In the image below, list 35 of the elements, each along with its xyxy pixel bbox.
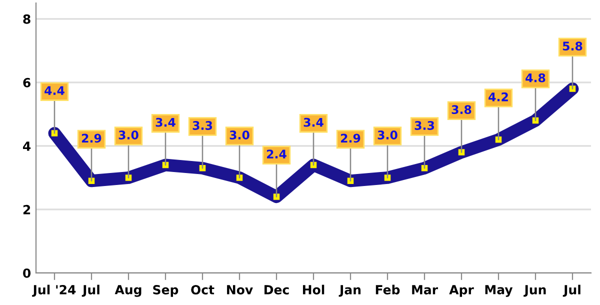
data-label: 3.4 bbox=[156, 118, 176, 127]
x-tick-label: Jan bbox=[338, 285, 361, 297]
x-tick-label: Hol bbox=[302, 284, 324, 294]
data-label: 3.0 bbox=[378, 130, 398, 140]
y-tick-label: 8 bbox=[23, 14, 30, 24]
data-label: 3.8 bbox=[452, 105, 472, 114]
x-tick-label: Oct bbox=[191, 285, 214, 294]
x-tick-label: May bbox=[485, 285, 513, 297]
x-tick-label: Jul bbox=[82, 284, 100, 297]
data-label: 3.3 bbox=[192, 121, 212, 130]
x-tick-label: Jun bbox=[524, 285, 546, 297]
y-tick-label: 0 bbox=[23, 268, 31, 278]
x-tick-label: Sep bbox=[153, 285, 178, 297]
x-tick-label: Nov bbox=[227, 285, 253, 294]
data-label: 2.4 bbox=[266, 150, 286, 158]
y-tick-label: 4 bbox=[23, 142, 31, 151]
y-tick-label: 2 bbox=[23, 204, 30, 214]
data-label: 5.8 bbox=[562, 42, 582, 51]
x-tick-label: Mar bbox=[412, 285, 438, 294]
x-tick-label: Dec bbox=[264, 285, 289, 294]
data-label: 2.9 bbox=[340, 134, 360, 143]
y-tick-label: 6 bbox=[23, 78, 30, 88]
data-label: 2.9 bbox=[82, 134, 102, 143]
x-tick-label: Jul '24 bbox=[32, 284, 76, 297]
data-label: 3.4 bbox=[304, 118, 324, 127]
data-label: 3.0 bbox=[230, 130, 250, 140]
data-label: 3.3 bbox=[414, 121, 434, 130]
data-label: 4.2 bbox=[488, 92, 508, 102]
x-tick-label: Apr bbox=[449, 285, 474, 297]
data-label: 3.0 bbox=[118, 130, 138, 140]
x-tick-label: Aug bbox=[114, 285, 142, 297]
data-label: 4.4 bbox=[44, 86, 64, 95]
x-tick-label: Feb bbox=[376, 284, 400, 294]
x-tick-label: Jul bbox=[562, 284, 580, 297]
data-label: 4.8 bbox=[526, 73, 546, 82]
